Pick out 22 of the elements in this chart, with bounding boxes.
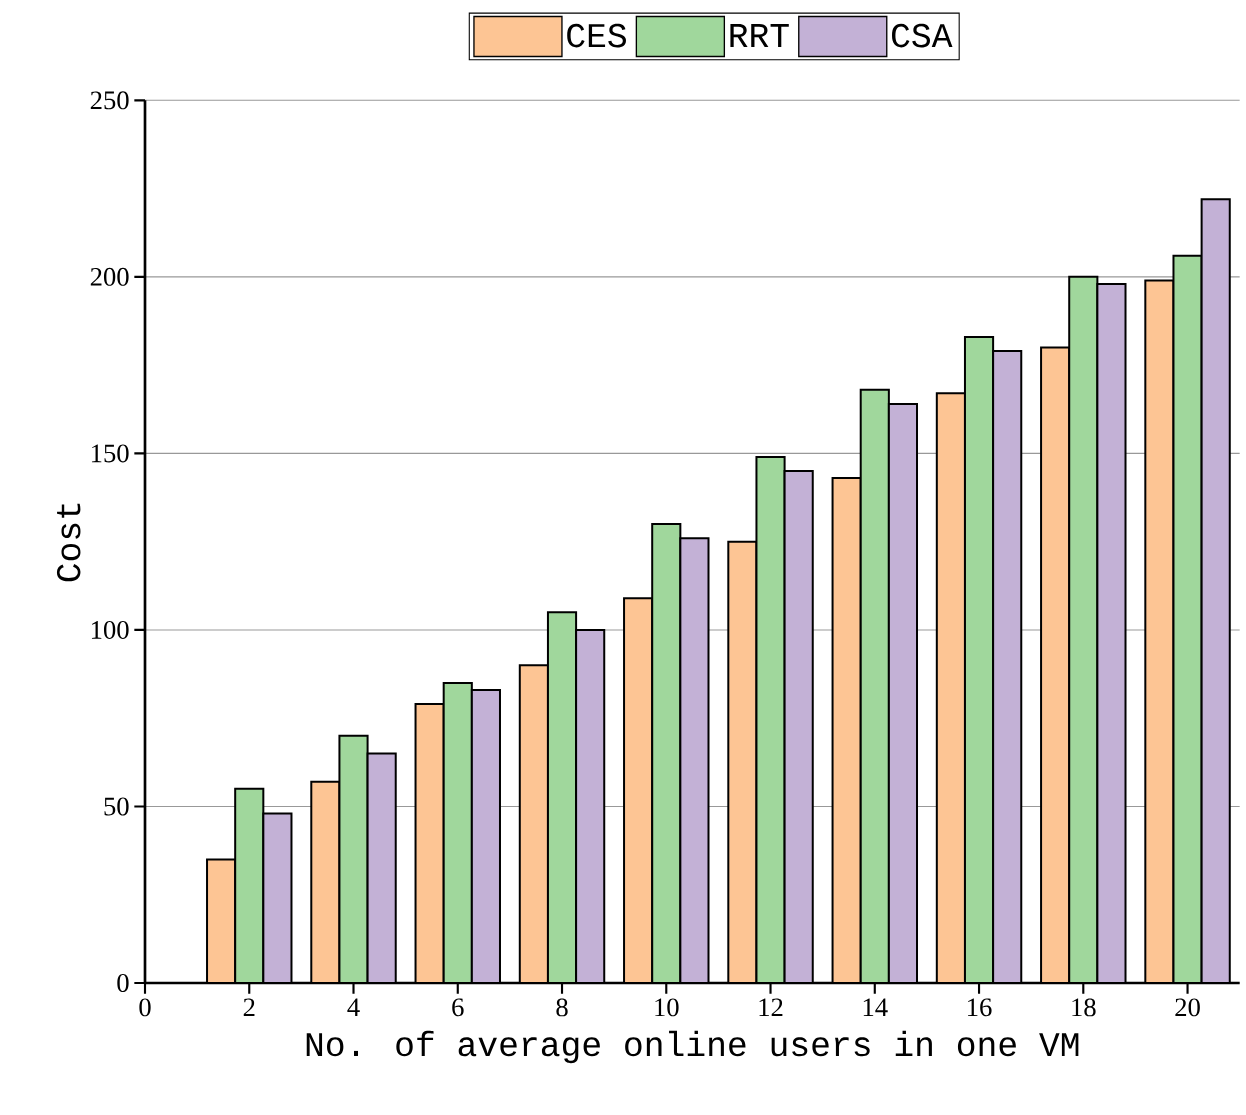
y-tick-label: 150 [91,444,129,463]
x-tick-label: 20 [1175,998,1200,1017]
x-tick-label: 2 [243,998,255,1017]
x-axis-title: No. of average online users in one VM [306,1030,1079,1064]
y-tick-label: 50 [104,797,129,816]
x-tick-label: 14 [863,998,888,1016]
x-tick-label: 8 [556,998,568,1017]
x-tick-label: 12 [759,998,783,1017]
y-axis-title: Cost [56,503,81,582]
y-tick-label: 100 [91,620,129,639]
y-tick-label: 0 [117,974,129,992]
x-tick-label: 0 [139,998,151,1017]
x-tick-label: 10 [655,998,679,1017]
x-tick-label: 16 [968,998,992,1017]
x-tick-label: 4 [347,998,360,1016]
legend-label: CSA [892,23,953,48]
y-tick-label: 250 [90,91,129,110]
legend-label: RRT [730,24,789,47]
legend-label: CES [567,23,626,48]
y-tick-label: 200 [90,267,129,286]
x-tick-label: 18 [1072,998,1096,1017]
x-tick-label: 6 [452,998,464,1017]
